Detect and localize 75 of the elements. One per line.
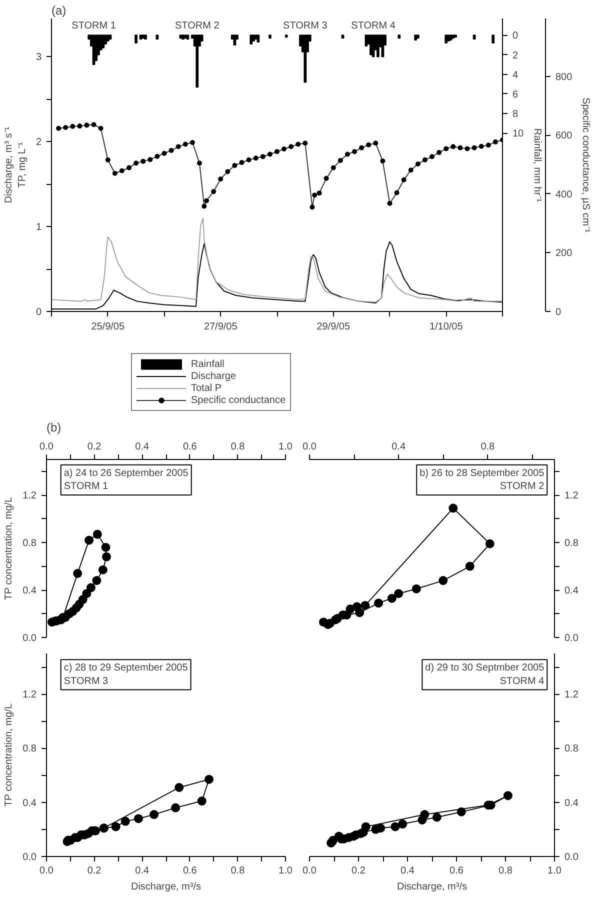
y3-axis-title: Specific conductance, µS cm⁻¹ — [580, 98, 592, 234]
x-tick-label: 0.8 — [498, 866, 513, 876]
annotation: STORM 2 — [175, 20, 220, 32]
y3-tick-label: 200 — [556, 248, 573, 260]
y-tick-label: 0.8 — [564, 744, 579, 755]
x-tick-label: 1.0 — [278, 866, 293, 876]
x-tick-label: 25/9/05 — [91, 322, 125, 332]
x-tick-label: 0.6 — [450, 866, 464, 876]
y-axis-title: TP concentration, mg/L — [4, 703, 15, 807]
x-tick-label: 1/10/05 — [429, 322, 464, 332]
x-tick-label: 0.4 — [392, 442, 406, 452]
y-tick-label: 1.2 — [22, 490, 37, 502]
x-axis-title: Discharge, m³/s — [130, 882, 202, 892]
x-tick-label: 1.0 — [278, 442, 293, 452]
y-tick-label: 0.8 — [22, 538, 37, 550]
y2-tick-label: 0 — [512, 30, 518, 42]
y2-axis-title: Rainfall, mm hr⁻¹ — [532, 128, 543, 202]
text: (a) — [52, 4, 66, 18]
legend-label: Specific conductance — [191, 394, 286, 406]
y-tick-label: 0.0 — [22, 852, 37, 863]
y2-tick-label: 4 — [512, 70, 518, 81]
x-tick-label: 0.0 — [302, 866, 317, 876]
x-tick-label: 0.4 — [135, 442, 150, 452]
annotation: d) 29 to 30 Septmber 2005 STORM 4 — [425, 662, 545, 687]
x-tick-label: 29/9/05 — [316, 322, 350, 332]
annotation: STORM 3 — [283, 20, 328, 32]
y-tick-label: 0.4 — [22, 798, 37, 809]
y2-tick-label: 8 — [512, 109, 518, 120]
y3-tick-label: 0 — [556, 307, 562, 318]
x-tick-label: 27/9/05 — [204, 322, 238, 332]
legend-label: Total P — [191, 382, 222, 394]
text: (b) — [46, 420, 62, 434]
legend-label: Discharge — [191, 370, 236, 382]
y-tick-label: 0.8 — [564, 538, 579, 550]
y-tick-label: 1.2 — [22, 690, 37, 701]
x-tick-label: 0.2 — [87, 866, 102, 876]
y-axis-title: TP concentration, mg/L — [4, 496, 15, 600]
y-axis-title: Discharge, m³ s⁻¹ TP, mg L⁻¹ — [4, 126, 28, 204]
x-axis-title: Discharge, m³/s — [396, 882, 468, 892]
y2-tick-label: 2 — [512, 50, 518, 62]
y-tick-label: 0.4 — [22, 586, 37, 597]
annotation: STORM 1 — [72, 20, 116, 32]
y3-tick-label: 600 — [556, 130, 573, 142]
x-tick-label: 0.0 — [302, 442, 317, 452]
y-tick-label: 3 — [36, 52, 42, 64]
y-tick-label: 0.0 — [564, 852, 579, 863]
x-tick-label: 0.2 — [87, 442, 102, 452]
y-tick-label: 0.4 — [564, 586, 579, 597]
x-tick-label: 1.0 — [548, 866, 562, 876]
x-tick-label: 0.4 — [400, 866, 415, 876]
y-tick-label: 1.2 — [564, 690, 579, 701]
y-tick-label: 0.0 — [22, 633, 37, 644]
x-tick-label: 0.6 — [182, 866, 198, 876]
y-tick-label: 0.0 — [564, 633, 579, 644]
x-tick-label: 0.8 — [480, 442, 496, 452]
x-tick-label: 0.8 — [230, 442, 246, 452]
annotation: STORM 4 — [351, 20, 396, 32]
y-tick-label: 2 — [36, 137, 42, 148]
x-tick-label: 0.8 — [230, 866, 246, 876]
y-tick-label: 0.8 — [22, 744, 37, 755]
annotation: a) 24 to 26 September 2005 STORM 1 — [64, 468, 189, 492]
annotation: b) 26 to 28 September 2005 STORM 2 — [420, 468, 545, 492]
y3-tick-label: 400 — [556, 189, 573, 200]
x-tick-label: 0.4 — [135, 866, 150, 876]
y-tick-label: 0 — [36, 307, 42, 318]
annotation: c) 28 to 29 September 2005 STORM 3 — [64, 662, 188, 687]
y2-tick-label: 6 — [512, 89, 518, 100]
y-tick-label: 1.2 — [564, 490, 579, 502]
x-tick-label: 0.6 — [182, 442, 198, 452]
x-tick-label: 0.2 — [352, 866, 366, 876]
y2-tick-label: 10 — [512, 128, 524, 140]
y3-tick-label: 800 — [556, 72, 573, 83]
legend-label: Rainfall — [191, 358, 224, 370]
y-tick-label: 1 — [36, 222, 42, 234]
y-tick-label: 0.4 — [564, 798, 579, 809]
